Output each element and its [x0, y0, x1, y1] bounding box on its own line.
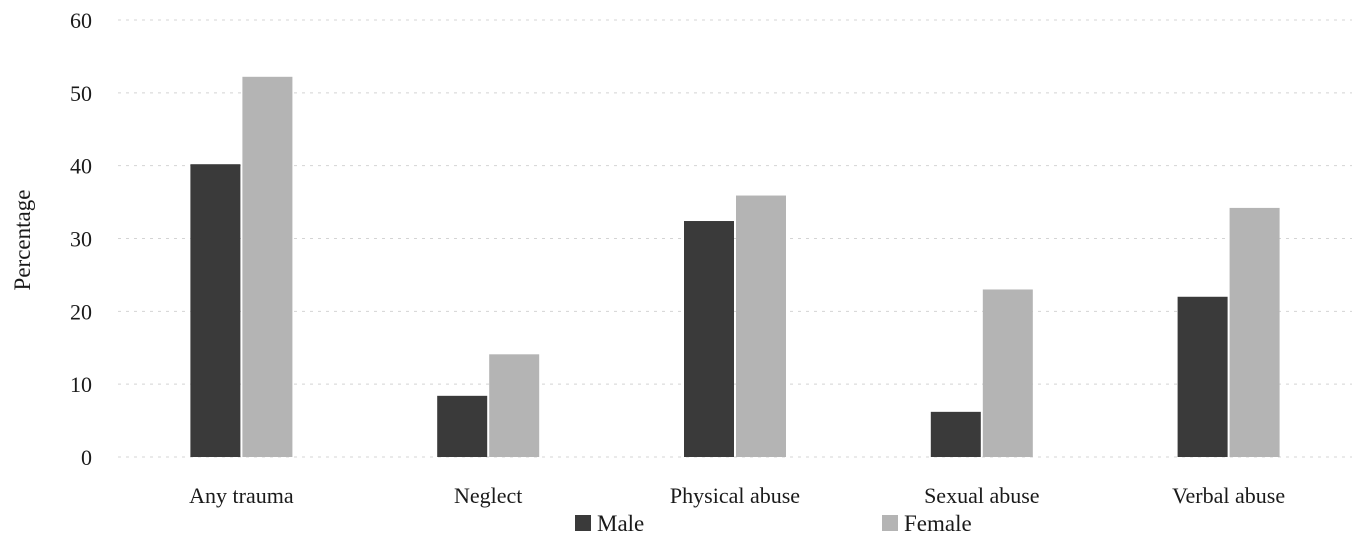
bar-female-sexual-abuse — [982, 289, 1033, 457]
y-axis-title: Percentage — [10, 190, 35, 291]
legend-swatch-male — [575, 515, 591, 531]
bar-male-sexual-abuse — [930, 411, 981, 457]
y-tick-label: 50 — [70, 81, 92, 106]
bar-female-neglect — [489, 354, 540, 457]
y-tick-label: 20 — [70, 299, 92, 324]
bar-male-physical-abuse — [684, 221, 734, 457]
x-category-label: Sexual abuse — [924, 483, 1039, 508]
y-tick-label: 10 — [70, 372, 92, 397]
y-tick-label: 30 — [70, 227, 92, 252]
y-tick-label: 40 — [70, 154, 92, 179]
bar-male-neglect — [437, 395, 488, 457]
bar-male-any-trauma — [190, 164, 241, 457]
y-tick-label: 60 — [70, 8, 92, 33]
legend-label-male: Male — [597, 511, 644, 536]
bar-male-verbal-abuse — [1177, 296, 1228, 457]
bar-female-any-trauma — [242, 76, 293, 457]
legend: Male Female — [575, 511, 972, 536]
y-axis-ticks: 0 10 20 30 40 50 60 — [70, 8, 92, 470]
bar-female-verbal-abuse — [1229, 207, 1280, 457]
y-tick-label: 0 — [81, 445, 92, 470]
x-category-label: Neglect — [454, 483, 522, 508]
x-category-label: Physical abuse — [670, 483, 800, 508]
x-category-label: Any trauma — [189, 483, 294, 508]
gridlines — [118, 19, 1352, 458]
x-axis-category-labels: Any trauma Neglect Physical abuse Sexual ab… — [189, 483, 1285, 508]
x-category-label: Verbal abuse — [1172, 483, 1285, 508]
legend-label-female: Female — [904, 511, 972, 536]
bar-female-physical-abuse — [736, 195, 786, 458]
bars — [190, 76, 1280, 458]
legend-swatch-female — [882, 515, 898, 531]
